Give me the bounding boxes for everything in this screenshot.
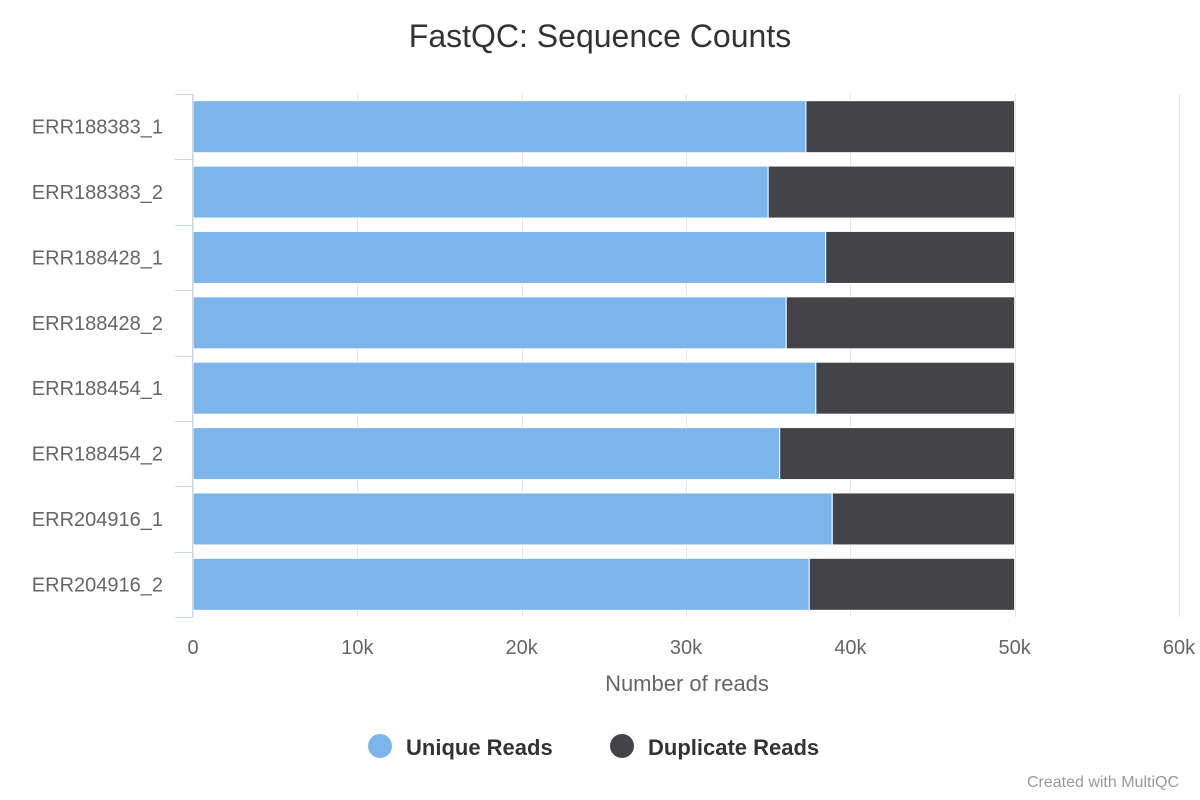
y-category-label: ERR188454_1 <box>32 378 163 400</box>
legend-label-duplicate-reads[interactable]: Duplicate Reads <box>648 735 819 760</box>
bar-unique-reads[interactable] <box>192 361 817 415</box>
bar-duplicate-reads[interactable] <box>805 100 1016 154</box>
bar-unique-reads[interactable] <box>192 296 787 350</box>
x-axis-title: Number of reads <box>605 671 769 696</box>
bar-unique-reads[interactable] <box>192 427 781 481</box>
legend-marker-duplicate-reads[interactable] <box>610 734 634 758</box>
y-category-label: ERR204916_1 <box>32 509 163 531</box>
y-category-label: ERR188383_1 <box>32 117 163 139</box>
bar-duplicate-reads[interactable] <box>767 165 1016 219</box>
bar-unique-reads[interactable] <box>192 100 807 154</box>
x-tick-label: 10k <box>341 637 374 659</box>
bar-duplicate-reads[interactable] <box>808 557 1016 611</box>
bar-duplicate-reads[interactable] <box>831 492 1016 546</box>
bar-unique-reads[interactable] <box>192 492 833 546</box>
axes <box>175 94 193 618</box>
y-category-label: ERR188428_2 <box>32 313 163 335</box>
x-tick-label: 50k <box>999 637 1032 659</box>
x-tick-label: 40k <box>834 637 867 659</box>
bar-unique-reads[interactable] <box>192 230 827 284</box>
chart-title: FastQC: Sequence Counts <box>409 18 791 54</box>
y-category-label: ERR188383_2 <box>32 182 163 204</box>
legend-marker-unique-reads[interactable] <box>368 734 392 758</box>
bar-duplicate-reads[interactable] <box>825 230 1016 284</box>
legend[interactable]: Unique Reads Duplicate Reads <box>368 734 819 760</box>
y-category-label: ERR188454_2 <box>32 444 163 466</box>
axis-labels: 0 10k 20k 30k 40k 50k 60k ERR188383_1 ERR188383_… <box>32 117 1196 659</box>
bar-duplicate-reads[interactable] <box>785 296 1016 350</box>
x-tick-label: 60k <box>1163 637 1196 659</box>
x-tick-label: 30k <box>670 637 703 659</box>
y-category-label: ERR204916_2 <box>32 574 163 596</box>
bar-duplicate-reads[interactable] <box>815 361 1016 415</box>
credit-text[interactable]: Created with MultiQC <box>1026 774 1179 791</box>
x-tick-label: 0 <box>187 637 198 659</box>
bar-series <box>192 100 1016 611</box>
x-tick-label: 20k <box>506 637 539 659</box>
bar-unique-reads[interactable] <box>192 557 810 611</box>
bar-duplicate-reads[interactable] <box>779 427 1016 481</box>
bar-unique-reads[interactable] <box>192 165 769 219</box>
y-category-label: ERR188428_1 <box>32 247 163 269</box>
legend-label-unique-reads[interactable]: Unique Reads <box>406 735 553 760</box>
